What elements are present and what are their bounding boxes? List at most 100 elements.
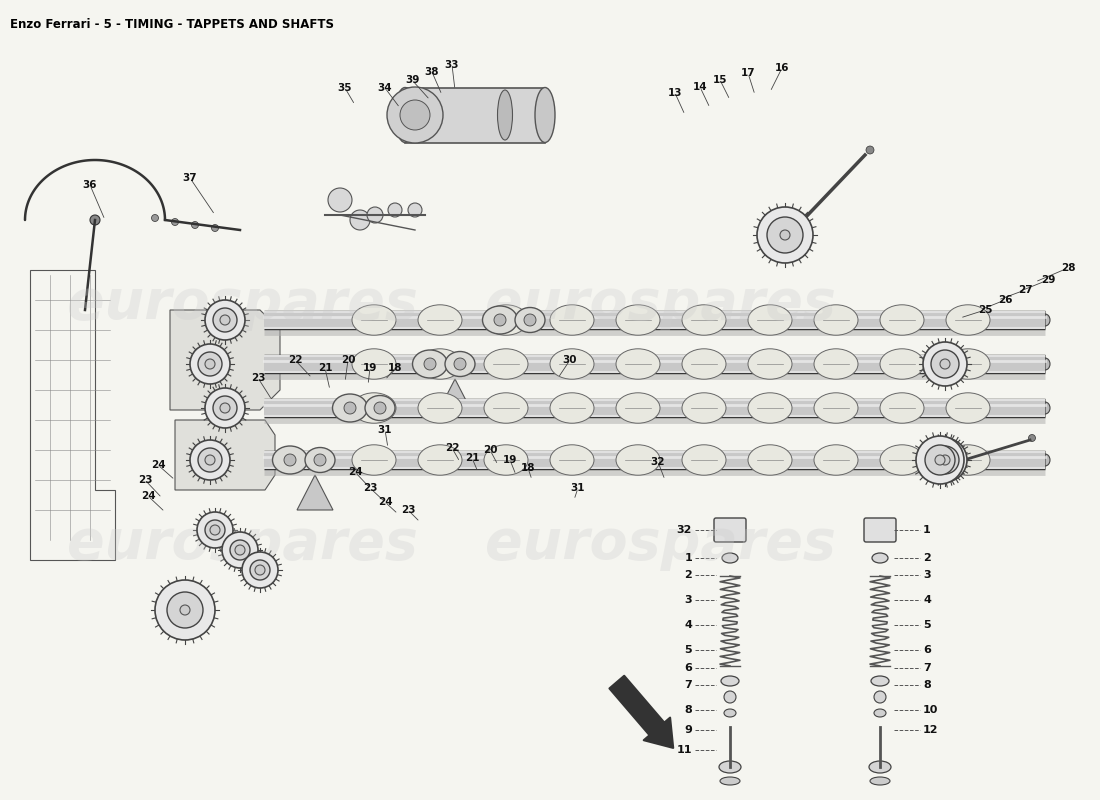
Ellipse shape: [418, 445, 462, 475]
Ellipse shape: [1040, 454, 1050, 466]
Ellipse shape: [946, 305, 990, 335]
Text: 18: 18: [520, 463, 536, 473]
Text: 9: 9: [684, 725, 692, 735]
Ellipse shape: [946, 349, 990, 379]
Ellipse shape: [682, 349, 726, 379]
Text: 23: 23: [138, 475, 152, 485]
Ellipse shape: [880, 393, 924, 423]
Text: 5: 5: [684, 645, 692, 655]
Text: 37: 37: [183, 173, 197, 183]
Text: eurospares: eurospares: [485, 517, 835, 571]
Circle shape: [191, 222, 198, 229]
Ellipse shape: [497, 90, 513, 140]
Ellipse shape: [418, 305, 462, 335]
Ellipse shape: [719, 761, 741, 773]
Circle shape: [767, 217, 803, 253]
Circle shape: [940, 455, 950, 465]
Circle shape: [198, 352, 222, 376]
Ellipse shape: [305, 447, 336, 473]
Ellipse shape: [946, 445, 990, 475]
Circle shape: [90, 215, 100, 225]
Ellipse shape: [869, 761, 891, 773]
Ellipse shape: [946, 393, 990, 423]
Text: 23: 23: [400, 505, 416, 515]
Text: 2: 2: [923, 553, 931, 563]
Ellipse shape: [484, 445, 528, 475]
Text: 3: 3: [684, 595, 692, 605]
Circle shape: [935, 455, 945, 465]
Ellipse shape: [395, 87, 415, 142]
Text: 14: 14: [693, 82, 707, 92]
Circle shape: [213, 308, 236, 332]
Circle shape: [923, 342, 967, 386]
Circle shape: [388, 203, 401, 217]
Text: 7: 7: [923, 663, 931, 673]
Text: 24: 24: [348, 467, 362, 477]
Ellipse shape: [352, 305, 396, 335]
Text: 7: 7: [684, 680, 692, 690]
Ellipse shape: [535, 87, 556, 142]
Ellipse shape: [814, 393, 858, 423]
Ellipse shape: [616, 393, 660, 423]
Text: 13: 13: [668, 88, 682, 98]
Text: 24: 24: [151, 460, 165, 470]
Circle shape: [314, 454, 326, 466]
Circle shape: [916, 436, 964, 484]
Ellipse shape: [748, 445, 792, 475]
Circle shape: [205, 520, 225, 540]
Text: 24: 24: [377, 497, 393, 507]
Circle shape: [205, 455, 214, 465]
Text: 25: 25: [978, 305, 992, 315]
Text: 4: 4: [923, 595, 931, 605]
Circle shape: [757, 207, 813, 263]
Text: 33: 33: [444, 60, 460, 70]
Bar: [405, 88, 544, 143]
Circle shape: [235, 545, 245, 555]
Circle shape: [220, 315, 230, 325]
Text: 20: 20: [341, 355, 355, 365]
Text: 23: 23: [251, 373, 265, 383]
Ellipse shape: [682, 445, 726, 475]
Text: 2: 2: [684, 570, 692, 580]
Circle shape: [190, 440, 230, 480]
Text: 20: 20: [483, 445, 497, 455]
Text: 27: 27: [1018, 285, 1032, 295]
Circle shape: [874, 691, 886, 703]
Circle shape: [1028, 434, 1035, 442]
Text: 23: 23: [363, 483, 377, 493]
Text: 38: 38: [425, 67, 439, 77]
Text: 16: 16: [774, 63, 790, 73]
Text: 28: 28: [1060, 263, 1076, 273]
Ellipse shape: [616, 445, 660, 475]
Ellipse shape: [720, 676, 739, 686]
Ellipse shape: [550, 349, 594, 379]
Text: 5: 5: [923, 620, 931, 630]
Ellipse shape: [418, 393, 462, 423]
Text: 17: 17: [740, 68, 756, 78]
Text: 10: 10: [923, 705, 938, 715]
Ellipse shape: [484, 349, 528, 379]
Text: 39: 39: [405, 75, 419, 85]
Text: 12: 12: [923, 725, 938, 735]
Circle shape: [180, 605, 190, 615]
Text: 32: 32: [676, 525, 692, 535]
Ellipse shape: [724, 709, 736, 717]
Ellipse shape: [616, 305, 660, 335]
Text: 8: 8: [923, 680, 931, 690]
Circle shape: [328, 188, 352, 212]
Ellipse shape: [748, 393, 792, 423]
Circle shape: [222, 532, 258, 568]
Text: 26: 26: [998, 295, 1012, 305]
Text: 1: 1: [923, 525, 931, 535]
Circle shape: [211, 225, 219, 231]
Text: 6: 6: [684, 663, 692, 673]
Ellipse shape: [412, 350, 448, 378]
Ellipse shape: [748, 349, 792, 379]
Circle shape: [230, 540, 250, 560]
Ellipse shape: [418, 349, 462, 379]
Text: 22: 22: [288, 355, 302, 365]
Ellipse shape: [352, 349, 396, 379]
Ellipse shape: [880, 305, 924, 335]
Circle shape: [344, 402, 356, 414]
Polygon shape: [175, 420, 275, 490]
